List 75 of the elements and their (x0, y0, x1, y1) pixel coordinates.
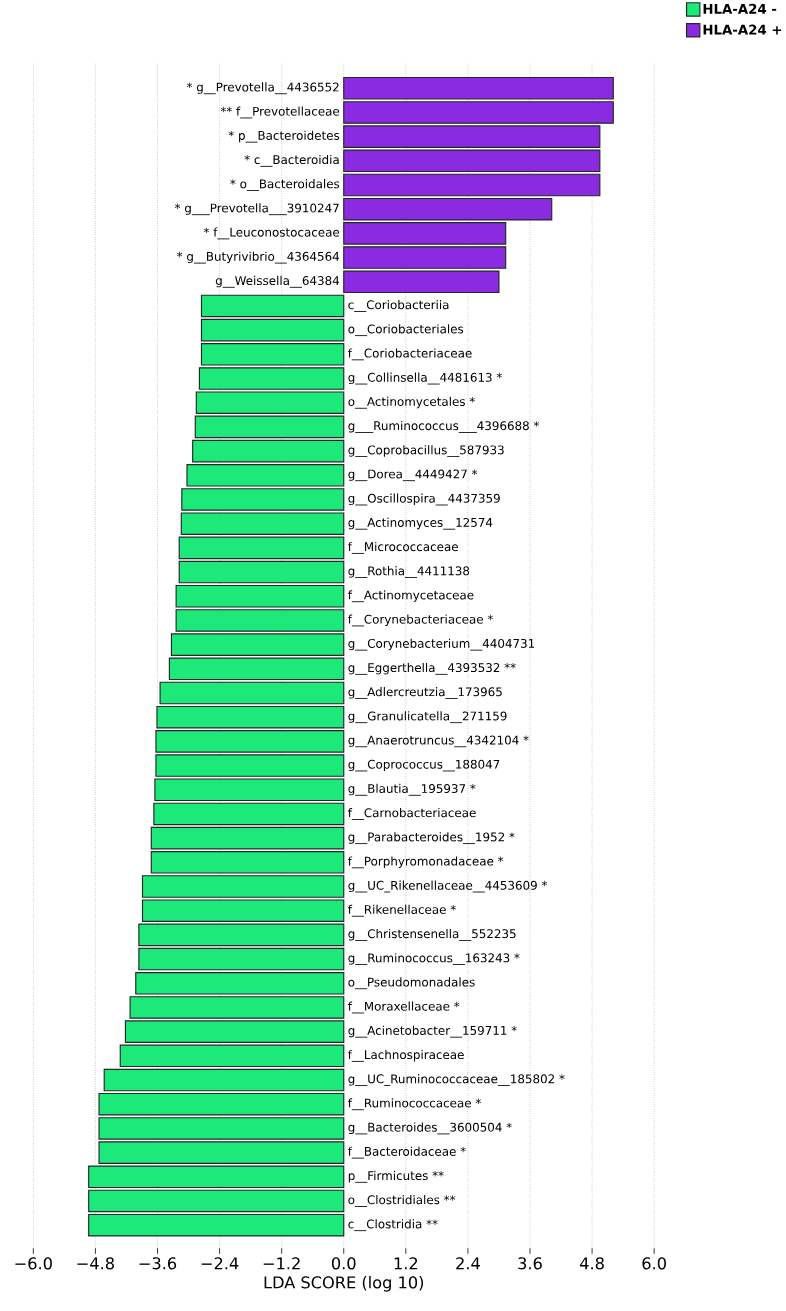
x-tick-label: −2.4 (201, 1257, 239, 1270)
y-tick-label: o__Actinomycetales * (348, 396, 475, 409)
bar (343, 173, 601, 197)
bar (191, 439, 345, 463)
y-tick-label: p__Firmicutes ** (348, 1170, 444, 1183)
y-tick-label: f__Carnobacteriaceae (347, 808, 476, 820)
y-tick-label: g__UC_Rikenellaceae__4453609 * (348, 880, 547, 893)
bar (103, 1068, 345, 1092)
x-tick-label: 0.0 (331, 1257, 356, 1270)
bar (200, 294, 345, 318)
y-tick-label: c__Clostridia ** (348, 1219, 438, 1232)
x-tick-label: 1.2 (394, 1257, 417, 1270)
y-tick-label: * p__Bacteroidetes (228, 130, 340, 143)
bar (150, 826, 345, 850)
y-tick-label: * g___Prevotella___3910247 (174, 203, 339, 216)
bar (138, 923, 345, 947)
x-tick-label: 4.8 (579, 1257, 604, 1270)
bar (153, 802, 345, 826)
y-tick-label: f__Bacteroidaceae * (347, 1146, 466, 1159)
y-tick-label: * o__Bacteroidales (230, 179, 340, 191)
y-tick-label: f__Porphyromonadaceae * (347, 856, 504, 869)
x-tick-label: −3.6 (139, 1257, 176, 1270)
y-tick-label: g__Adlercreutzia__173965 (348, 687, 502, 699)
y-tick-label: o__Clostridiales ** (348, 1195, 456, 1207)
y-tick-label: f__Ruminococcaceae * (347, 1098, 481, 1111)
y-tick-label: f__Corynebacteriaceae * (347, 614, 493, 627)
bar (159, 681, 345, 705)
y-tick-label: f__Actinomycetaceae (347, 590, 474, 603)
y-tick-label: * g__Prevotella__4436552 (186, 82, 339, 95)
y-tick-label: g__Collinsella__4481613 * (348, 372, 502, 385)
y-tick-label: g__Granulicatella__271159 (348, 711, 507, 724)
bar (178, 560, 345, 584)
bar (194, 415, 345, 439)
y-tick-label: f__Coriobacteriaceae (347, 348, 472, 361)
y-tick-label: * f__Leuconostocaceae (203, 227, 339, 240)
y-tick-label: c__Coriobacteriia (348, 300, 449, 312)
y-tick-label: g__UC_Ruminococcaceae__185802 * (348, 1074, 565, 1086)
y-tick-label: f__Lachnospiraceae (347, 1049, 464, 1062)
y-tick-label: g__Corynebacterium__4404731 (348, 638, 534, 651)
y-tick-label: o__Coriobacteriales (348, 324, 463, 337)
x-tick-label: 6.0 (642, 1257, 666, 1270)
bar (87, 1213, 345, 1237)
y-tick-label: g__Blautia__195937 * (348, 783, 476, 796)
y-tick-label: g__Actinomyces__12574 (348, 517, 493, 530)
y-tick-label: * g__Butyrivibrio__4364564 (176, 251, 339, 264)
y-tick-label: g__Oscillospira__4437359 (348, 493, 500, 506)
y-tick-label: f__Micrococcaceae (347, 541, 458, 554)
bar (138, 947, 345, 971)
x-tick-label: 3.6 (518, 1257, 542, 1270)
y-tick-label: g__Eggerthella__4393532 ** (348, 662, 516, 675)
y-tick-label: f__Rikenellaceae * (347, 904, 456, 917)
y-tick-label: g__Ruminococcus__163243 * (348, 953, 520, 966)
y-tick-label: * c__Bacteroidia (244, 154, 339, 167)
x-tick-label: −1.2 (263, 1257, 300, 1270)
y-tick-label: g__Coprococcus__188047 (348, 759, 500, 772)
y-tick-label: o__Pseudomonadales (348, 977, 475, 990)
y-tick-label: f__Moraxellaceae * (347, 1001, 460, 1014)
legend-label: HLA-A24 - (703, 3, 777, 14)
y-tick-label: g__Rothia__4411138 (348, 566, 469, 578)
x-tick-label: 2.4 (456, 1257, 480, 1270)
legend-label: HLA-A24 + (703, 24, 781, 35)
x-tick-label: −6.0 (15, 1257, 52, 1270)
y-tick-label: ** f__Prevotellaceae (220, 106, 339, 119)
y-tick-label: g__Parabacteroides__1952 * (348, 832, 515, 845)
x-axis-title: LDA SCORE (log 10) (264, 1275, 423, 1292)
y-tick-label: g__Bacteroides__3600504 * (348, 1122, 512, 1135)
y-tick-label: g__Weissella__64384 (215, 275, 339, 288)
y-tick-label: g___Ruminococcus___4396688 * (348, 420, 539, 433)
y-tick-label: g__Christensenella__552235 (348, 928, 516, 941)
y-tick-label: g__Coprobacillus__587933 (348, 445, 504, 458)
y-tick-label: g__Acinetobacter__159711 * (348, 1025, 517, 1038)
x-tick-label: −4.8 (77, 1257, 114, 1270)
bar (87, 1189, 345, 1213)
y-tick-label: g__Anaerotruncus__4342104 * (348, 735, 529, 748)
y-tick-label: g__Dorea__4449427 * (348, 469, 477, 482)
